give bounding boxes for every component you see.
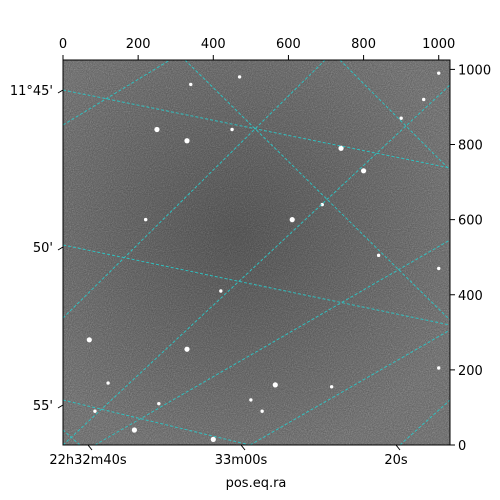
right-tick-label-0: 0	[458, 439, 466, 454]
plot-area	[63, 60, 450, 445]
star-23	[219, 289, 223, 293]
right-tick-label-1: 200	[458, 364, 483, 379]
star-7	[421, 97, 426, 102]
grid-line-3	[94, 239, 450, 445]
coordinate-grid	[63, 60, 450, 445]
top-tick-label-3: 600	[276, 37, 301, 52]
star-13	[329, 385, 334, 389]
top-tick-label-5: 1000	[422, 37, 455, 52]
star-5	[320, 202, 324, 207]
star-9	[184, 346, 190, 352]
star-15	[210, 436, 216, 442]
star-1	[237, 75, 242, 79]
star-11	[157, 401, 161, 406]
star-19	[376, 253, 381, 258]
dec-tick-label-1: 50'	[33, 241, 53, 256]
grid-line-10	[339, 60, 450, 171]
ra-tick-2	[395, 444, 401, 451]
star-25	[189, 82, 193, 87]
star-10	[106, 381, 110, 385]
star-22	[249, 398, 253, 402]
stars-layer	[86, 71, 441, 442]
right-tick-label-4: 800	[458, 139, 483, 154]
top-tick-label-4: 800	[351, 37, 376, 52]
star-24	[289, 217, 295, 223]
dec-tick-1	[57, 246, 64, 251]
grid-line-4	[249, 329, 450, 445]
right-tick-label-3: 600	[458, 214, 483, 229]
star-16	[437, 366, 441, 370]
grid-line-7	[63, 244, 450, 326]
dec-tick-label-2: 55'	[33, 399, 53, 414]
star-4	[143, 217, 148, 222]
right-tick-label-5: 1000	[458, 63, 491, 78]
right-pixel-axis: 0 200 400 600 800 1000	[450, 63, 491, 454]
star-27	[131, 427, 137, 433]
grid-line-11	[63, 429, 81, 445]
ra-tick-label-0: 22h32m40s	[49, 453, 127, 468]
grid-line-5	[399, 399, 450, 445]
star-8	[437, 71, 441, 75]
top-pixel-axis: 0 200 400 600 800 1000	[59, 37, 455, 60]
grid-line-0	[63, 60, 171, 126]
star-26	[399, 116, 403, 120]
dec-tick-0	[57, 89, 64, 94]
grid-line-1	[63, 60, 326, 319]
star-3	[154, 126, 160, 133]
ra-tick-0	[87, 444, 93, 451]
x-axis-title: pos.eq.ra	[226, 476, 287, 491]
dec-tick-2	[57, 404, 64, 409]
grid-line-2	[63, 84, 450, 445]
dec-axis: 11°45' 50' 55'	[10, 84, 64, 414]
star-18	[338, 145, 344, 151]
grid-line-6	[63, 89, 450, 169]
image-dark-patch	[63, 60, 450, 445]
plot-frame	[62, 59, 451, 446]
star-0	[184, 138, 190, 144]
top-tick-label-0: 0	[59, 37, 67, 52]
right-tick-label-2: 400	[458, 289, 483, 304]
star-20	[437, 266, 441, 271]
ra-tick-label-1: 33m00s	[215, 453, 268, 468]
ra-axis: 22h32m40s 33m00s 20s	[49, 444, 408, 468]
star-6	[360, 168, 367, 174]
grid-line-8	[63, 399, 251, 445]
top-tick-label-2: 400	[201, 37, 226, 52]
top-tick-label-1: 200	[126, 37, 151, 52]
grid-line-9	[184, 60, 450, 321]
ra-tick-label-2: 20s	[384, 453, 408, 468]
star-14	[260, 409, 264, 413]
star-21	[86, 337, 92, 343]
star-17	[93, 409, 97, 413]
star-2	[230, 127, 234, 132]
dec-tick-label-0: 11°45'	[10, 84, 53, 99]
ra-tick-1	[240, 444, 246, 451]
star-12	[272, 382, 278, 388]
